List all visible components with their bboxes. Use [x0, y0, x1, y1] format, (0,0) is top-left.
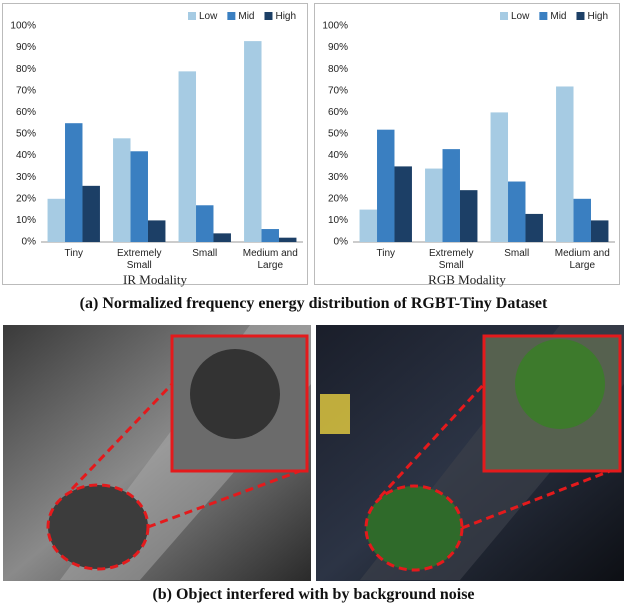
y-tick-label: 0%	[22, 237, 37, 248]
legend-swatch	[264, 12, 273, 20]
bar	[377, 129, 395, 242]
bar	[196, 205, 214, 242]
x-tick-label: Small	[192, 248, 218, 259]
bar	[113, 138, 131, 242]
connector	[70, 382, 174, 491]
legend-swatch	[227, 12, 236, 20]
bar	[573, 198, 591, 242]
y-tick-label: 0%	[334, 237, 349, 248]
bar	[82, 185, 100, 242]
y-tick-label: 30%	[16, 172, 36, 183]
legend-swatch	[500, 12, 508, 20]
y-tick-label: 100%	[10, 21, 36, 32]
connector	[147, 469, 301, 529]
y-tick-label: 20%	[16, 193, 36, 204]
x-tick-label: Extremely Small	[429, 248, 474, 271]
x-tick-label: Tiny	[376, 248, 396, 259]
x-tick-label: Tiny	[64, 248, 84, 259]
legend-label: High	[587, 11, 608, 22]
legend-label: Low	[199, 11, 218, 22]
x-axis-title: IR Modality	[123, 272, 187, 287]
y-tick-label: 80%	[328, 64, 348, 75]
x-tick-label: Medium and Large	[554, 248, 610, 271]
bar	[525, 213, 543, 242]
y-tick-label: 10%	[328, 215, 348, 226]
bar	[459, 190, 478, 242]
bar	[556, 86, 574, 242]
bar	[425, 168, 443, 242]
y-tick-label: 50%	[16, 129, 36, 140]
legend-swatch	[188, 12, 196, 20]
bar	[590, 220, 609, 242]
bar	[244, 41, 262, 243]
caption: (a) Normalized frequency energy distribu…	[79, 295, 548, 312]
y-tick-label: 40%	[328, 150, 348, 161]
bar	[147, 220, 166, 242]
legend-label: Mid	[550, 11, 566, 22]
bar	[442, 149, 460, 242]
bar	[490, 112, 509, 243]
bar	[130, 151, 148, 242]
chart-panel: 0% 10% 20% 30% 40% 50% 60% 70% 80% 90% 100% Low Mid H…	[314, 3, 620, 287]
x-tick-label: Medium and Large	[242, 248, 298, 271]
y-tick-label: 100%	[322, 21, 348, 32]
x-axis-title: RGB Modality	[428, 272, 506, 287]
connector	[461, 469, 611, 530]
legend-swatch	[539, 12, 548, 20]
highlight-circle	[364, 484, 464, 572]
legend-label: Mid	[238, 11, 254, 22]
bar	[261, 229, 279, 242]
bar	[178, 71, 197, 242]
chart: 0% 10% 20% 30% 40% 50% 60% 70% 80% 90% 100% Low Mid H…	[10, 11, 303, 248]
bar	[213, 233, 231, 242]
tree	[515, 339, 605, 429]
photos	[3, 325, 624, 581]
lit-building	[320, 394, 350, 434]
y-tick-label: 70%	[328, 85, 348, 96]
y-tick-label: 80%	[16, 64, 36, 75]
y-tick-label: 10%	[16, 215, 36, 226]
y-tick-label: 90%	[328, 42, 348, 53]
chart: 0% 10% 20% 30% 40% 50% 60% 70% 80% 90% 100% Low Mid H…	[322, 11, 615, 248]
caption: (b) Object interfered with by background…	[152, 586, 475, 603]
x-tick-label: Extremely Small	[117, 248, 162, 271]
legend-label: Low	[511, 11, 530, 22]
bar	[508, 181, 526, 242]
y-tick-label: 50%	[328, 129, 348, 140]
tree	[190, 349, 280, 439]
bar	[47, 198, 66, 242]
y-tick-label: 60%	[16, 107, 36, 118]
y-tick-label: 70%	[16, 85, 36, 96]
y-tick-label: 30%	[328, 172, 348, 183]
bar	[278, 237, 297, 242]
y-tick-label: 40%	[16, 150, 36, 161]
y-tick-label: 60%	[328, 107, 348, 118]
bar	[359, 209, 378, 242]
legend-swatch	[576, 12, 585, 20]
x-tick-label: Small	[504, 248, 530, 259]
highlight-circle	[46, 483, 150, 571]
chart-panel: 0% 10% 20% 30% 40% 50% 60% 70% 80% 90% 100% Low Mid H…	[2, 3, 308, 287]
bar	[65, 123, 83, 242]
y-tick-label: 90%	[16, 42, 36, 53]
bar	[394, 166, 412, 242]
legend-label: High	[275, 11, 296, 22]
y-tick-label: 20%	[328, 193, 348, 204]
